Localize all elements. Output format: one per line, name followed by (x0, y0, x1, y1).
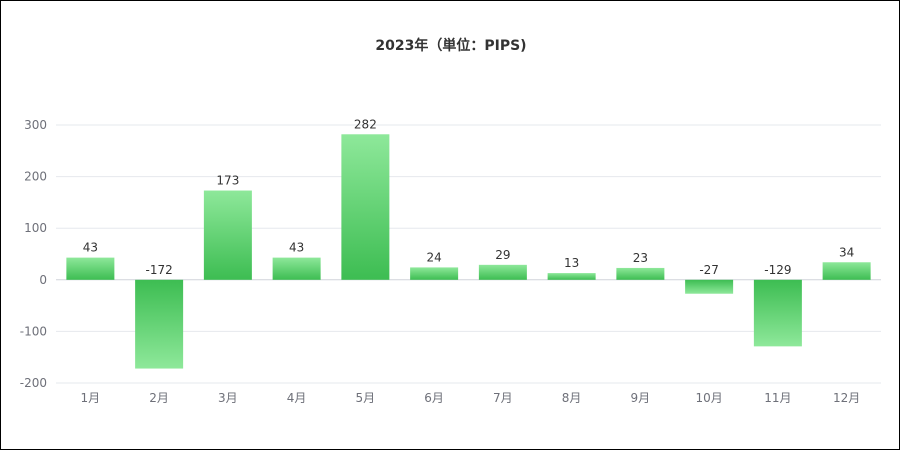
x-tick-label: 10月 (695, 391, 722, 405)
data-label: 34 (839, 245, 854, 259)
y-tick-label: 0 (39, 273, 47, 287)
chart-title: 2023年（単位：PIPS) (375, 38, 527, 54)
bar (478, 264, 527, 280)
bar (272, 257, 321, 280)
y-tick-label: -200 (20, 376, 47, 390)
x-tick-label: 3月 (218, 391, 238, 405)
x-tick-label: 1月 (81, 391, 101, 405)
x-tick-label: 6月 (424, 391, 444, 405)
bar (753, 279, 802, 347)
data-label: -129 (764, 263, 791, 277)
y-tick-label: -100 (20, 324, 47, 338)
data-label: -172 (146, 263, 173, 277)
bar (547, 273, 596, 280)
grid-lines (56, 124, 881, 384)
data-label: 173 (216, 174, 239, 188)
bar (822, 262, 871, 280)
x-tick-label: 12月 (833, 391, 860, 405)
bar (135, 279, 184, 369)
data-label: 43 (289, 241, 304, 255)
x-tick-label: 5月 (356, 391, 376, 405)
bar (66, 257, 115, 280)
bar (341, 134, 390, 280)
data-labels: 43 -172 173 43 282 24 29 13 23 -27 -129 34 (83, 117, 855, 277)
y-tick-label: 100 (24, 221, 47, 235)
data-label: 282 (354, 117, 377, 131)
bar (410, 267, 459, 280)
data-label: 23 (633, 251, 648, 265)
data-label: 24 (426, 250, 441, 264)
bar (203, 190, 252, 280)
x-tick-label: 9月 (631, 391, 651, 405)
y-tick-label: 300 (24, 118, 47, 132)
data-label: 29 (495, 248, 510, 262)
y-axis: 300 200 100 0 -100 -200 (20, 118, 47, 390)
x-tick-label: 2月 (149, 391, 169, 405)
x-tick-label: 8月 (562, 391, 582, 405)
x-tick-label: 4月 (287, 391, 307, 405)
data-label: 13 (564, 256, 579, 270)
x-tick-label: 11月 (764, 391, 791, 405)
x-axis: 1月 2月 3月 4月 5月 6月 7月 8月 9月 10月 11月 12月 (81, 391, 861, 405)
bar (685, 279, 734, 294)
bar (616, 267, 665, 280)
bars (66, 134, 871, 369)
data-label: -27 (699, 263, 719, 277)
data-label: 43 (83, 241, 98, 255)
y-tick-label: 200 (24, 170, 47, 184)
x-tick-label: 7月 (493, 391, 513, 405)
